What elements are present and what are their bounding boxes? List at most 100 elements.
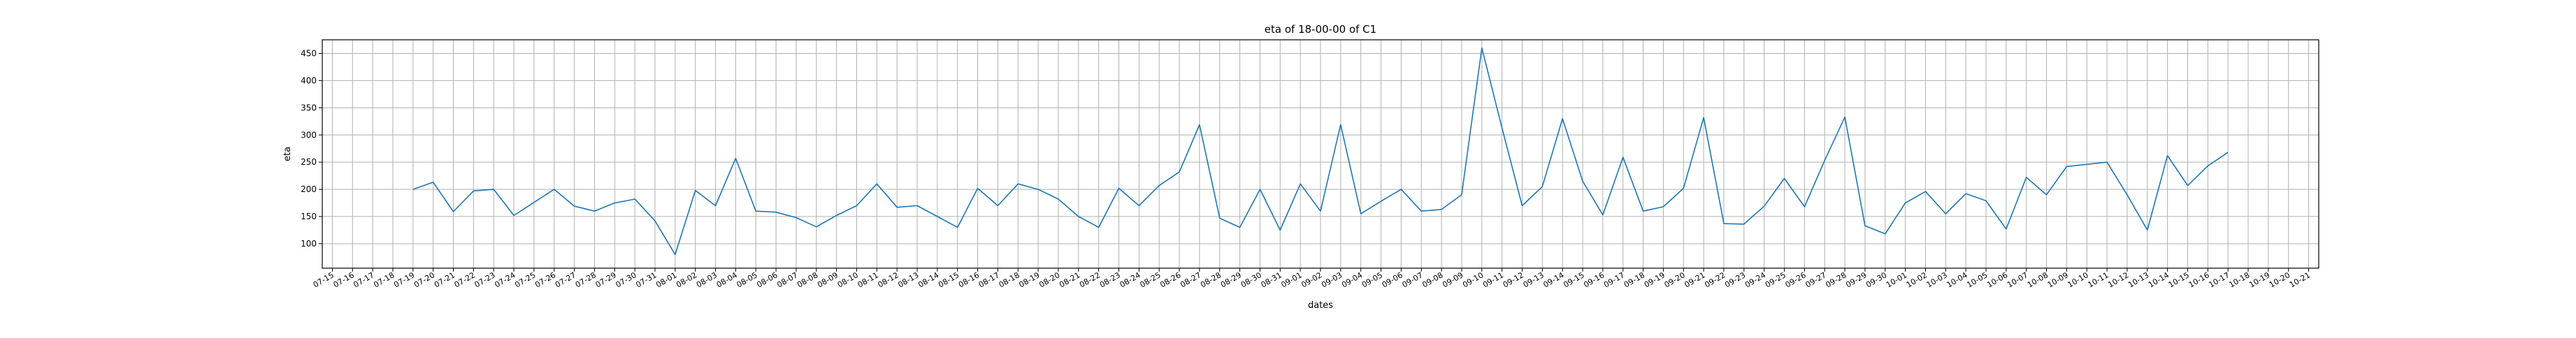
x-tick-label: 09-21 xyxy=(1683,270,1706,289)
x-tick-label: 07-17 xyxy=(352,270,375,289)
x-tick-label: 09-15 xyxy=(1562,270,1585,289)
x-tick-label: 10-20 xyxy=(2268,270,2291,289)
x-tick-label: 08-27 xyxy=(1179,270,1202,289)
x-tick-label: 08-15 xyxy=(937,270,960,289)
x-tick-label: 10-01 xyxy=(1885,270,1908,289)
x-tick-label: 08-06 xyxy=(755,270,779,289)
x-tick-label: 08-05 xyxy=(735,270,759,289)
x-tick-label: 08-09 xyxy=(816,270,840,289)
x-tick-label: 09-02 xyxy=(1300,270,1323,289)
x-tick-label: 08-21 xyxy=(1058,270,1081,289)
x-tick-label: 07-19 xyxy=(392,270,416,289)
x-tick-label: 08-24 xyxy=(1118,270,1142,289)
x-tick-label: 10-08 xyxy=(2026,270,2050,289)
x-tick-label: 10-02 xyxy=(1905,270,1929,289)
x-tick-label: 10-18 xyxy=(2227,270,2251,289)
x-tick-label: 07-28 xyxy=(574,270,598,289)
x-tick-label: 09-28 xyxy=(1824,270,1848,289)
x-tick-label: 08-29 xyxy=(1219,270,1243,289)
x-tick-label: 10-05 xyxy=(1965,270,1989,289)
x-tick-label: 07-27 xyxy=(554,270,577,289)
x-tick-label: 07-15 xyxy=(312,270,336,289)
y-tick-label: 150 xyxy=(301,212,317,221)
x-tick-label: 07-18 xyxy=(372,270,396,289)
x-tick-label: 09-20 xyxy=(1663,270,1687,289)
x-tick-label: 08-11 xyxy=(856,270,880,289)
x-tick-label: 07-24 xyxy=(493,270,517,289)
x-tick-label: 09-05 xyxy=(1360,270,1384,289)
chart-title: eta of 18-00-00 of C1 xyxy=(1265,23,1376,36)
y-tick-label: 400 xyxy=(301,75,317,85)
x-tick-label: 08-26 xyxy=(1158,270,1182,289)
x-tick-label: 10-07 xyxy=(2006,270,2029,289)
x-tick-label: 07-26 xyxy=(533,270,557,289)
x-tick-label: 08-23 xyxy=(1098,270,1122,289)
x-tick-label: 10-19 xyxy=(2247,270,2271,289)
x-tick-label: 07-23 xyxy=(473,270,497,289)
x-tick-label: 08-02 xyxy=(675,270,698,289)
x-tick-label: 08-16 xyxy=(957,270,981,289)
x-tick-label: 09-11 xyxy=(1481,270,1505,289)
x-tick-label: 10-09 xyxy=(2046,270,2070,289)
x-tick-label: 08-20 xyxy=(1037,270,1061,289)
x-tick-label: 08-07 xyxy=(775,270,799,289)
x-tick-label: 09-06 xyxy=(1381,270,1404,289)
y-tick-label: 100 xyxy=(301,239,317,249)
x-tick-label: 08-30 xyxy=(1239,270,1263,289)
x-tick-label: 08-22 xyxy=(1078,270,1102,289)
x-tick-label: 09-17 xyxy=(1602,270,1626,289)
x-tick-label: 08-25 xyxy=(1139,270,1163,289)
x-tick-label: 09-03 xyxy=(1320,270,1344,289)
x-tick-label: 09-09 xyxy=(1441,270,1465,289)
x-tick-label: 09-13 xyxy=(1522,270,1546,289)
x-tick-label: 10-04 xyxy=(1945,270,1969,289)
x-tick-label: 07-30 xyxy=(614,270,638,289)
x-tick-label: 09-14 xyxy=(1541,270,1565,289)
x-tick-label: 08-14 xyxy=(916,270,940,289)
x-tick-label: 10-21 xyxy=(2288,270,2312,289)
y-tick-label: 300 xyxy=(301,130,317,140)
series-line xyxy=(412,47,2229,256)
x-tick-label: 09-29 xyxy=(1844,270,1868,289)
x-tick-label: 07-20 xyxy=(412,270,436,289)
x-tick-label: 09-10 xyxy=(1461,270,1485,289)
x-tick-label: 09-24 xyxy=(1743,270,1767,289)
x-tick-label: 08-17 xyxy=(977,270,1001,289)
x-tick-label: 08-08 xyxy=(796,270,819,289)
x-tick-label: 09-22 xyxy=(1703,270,1727,289)
x-tick-label: 08-13 xyxy=(896,270,920,289)
x-tick-label: 07-29 xyxy=(594,270,618,289)
x-tick-label: 07-16 xyxy=(332,270,356,289)
x-tick-label: 08-01 xyxy=(654,270,678,289)
x-tick-label: 10-16 xyxy=(2187,270,2211,289)
x-tick-label: 10-03 xyxy=(1925,270,1949,289)
x-tick-label: 09-12 xyxy=(1502,270,1525,289)
x-tick-label: 08-19 xyxy=(1017,270,1041,289)
x-tick-label: 07-25 xyxy=(513,270,537,289)
x-tick-label: 10-14 xyxy=(2147,270,2171,289)
x-tick-label: 07-22 xyxy=(453,270,477,289)
x-tick-label: 09-08 xyxy=(1420,270,1444,289)
x-tick-label: 09-01 xyxy=(1279,270,1303,289)
x-tick-label: 10-12 xyxy=(2106,270,2130,289)
x-tick-label: 09-18 xyxy=(1622,270,1646,289)
x-tick-label: 10-10 xyxy=(2066,270,2090,289)
x-tick-label: 09-19 xyxy=(1643,270,1667,289)
x-tick-label: 08-31 xyxy=(1260,270,1283,289)
x-tick-label: 10-06 xyxy=(1985,270,2009,289)
x-tick-label: 07-31 xyxy=(634,270,658,289)
x-tick-label: 08-04 xyxy=(715,270,739,289)
x-tick-label: 07-21 xyxy=(433,270,456,289)
y-tick-label: 250 xyxy=(301,157,317,167)
x-axis-label: dates xyxy=(1308,300,1333,311)
x-tick-label: 10-17 xyxy=(2207,270,2231,289)
x-tick-label: 08-03 xyxy=(695,270,719,289)
x-tick-label: 10-15 xyxy=(2167,270,2191,289)
x-tick-label: 10-13 xyxy=(2127,270,2150,289)
x-tick-label: 09-25 xyxy=(1764,270,1787,289)
x-tick-label: 09-16 xyxy=(1582,270,1606,289)
y-tick-label: 200 xyxy=(301,184,317,194)
y-tick-label: 450 xyxy=(301,48,317,58)
